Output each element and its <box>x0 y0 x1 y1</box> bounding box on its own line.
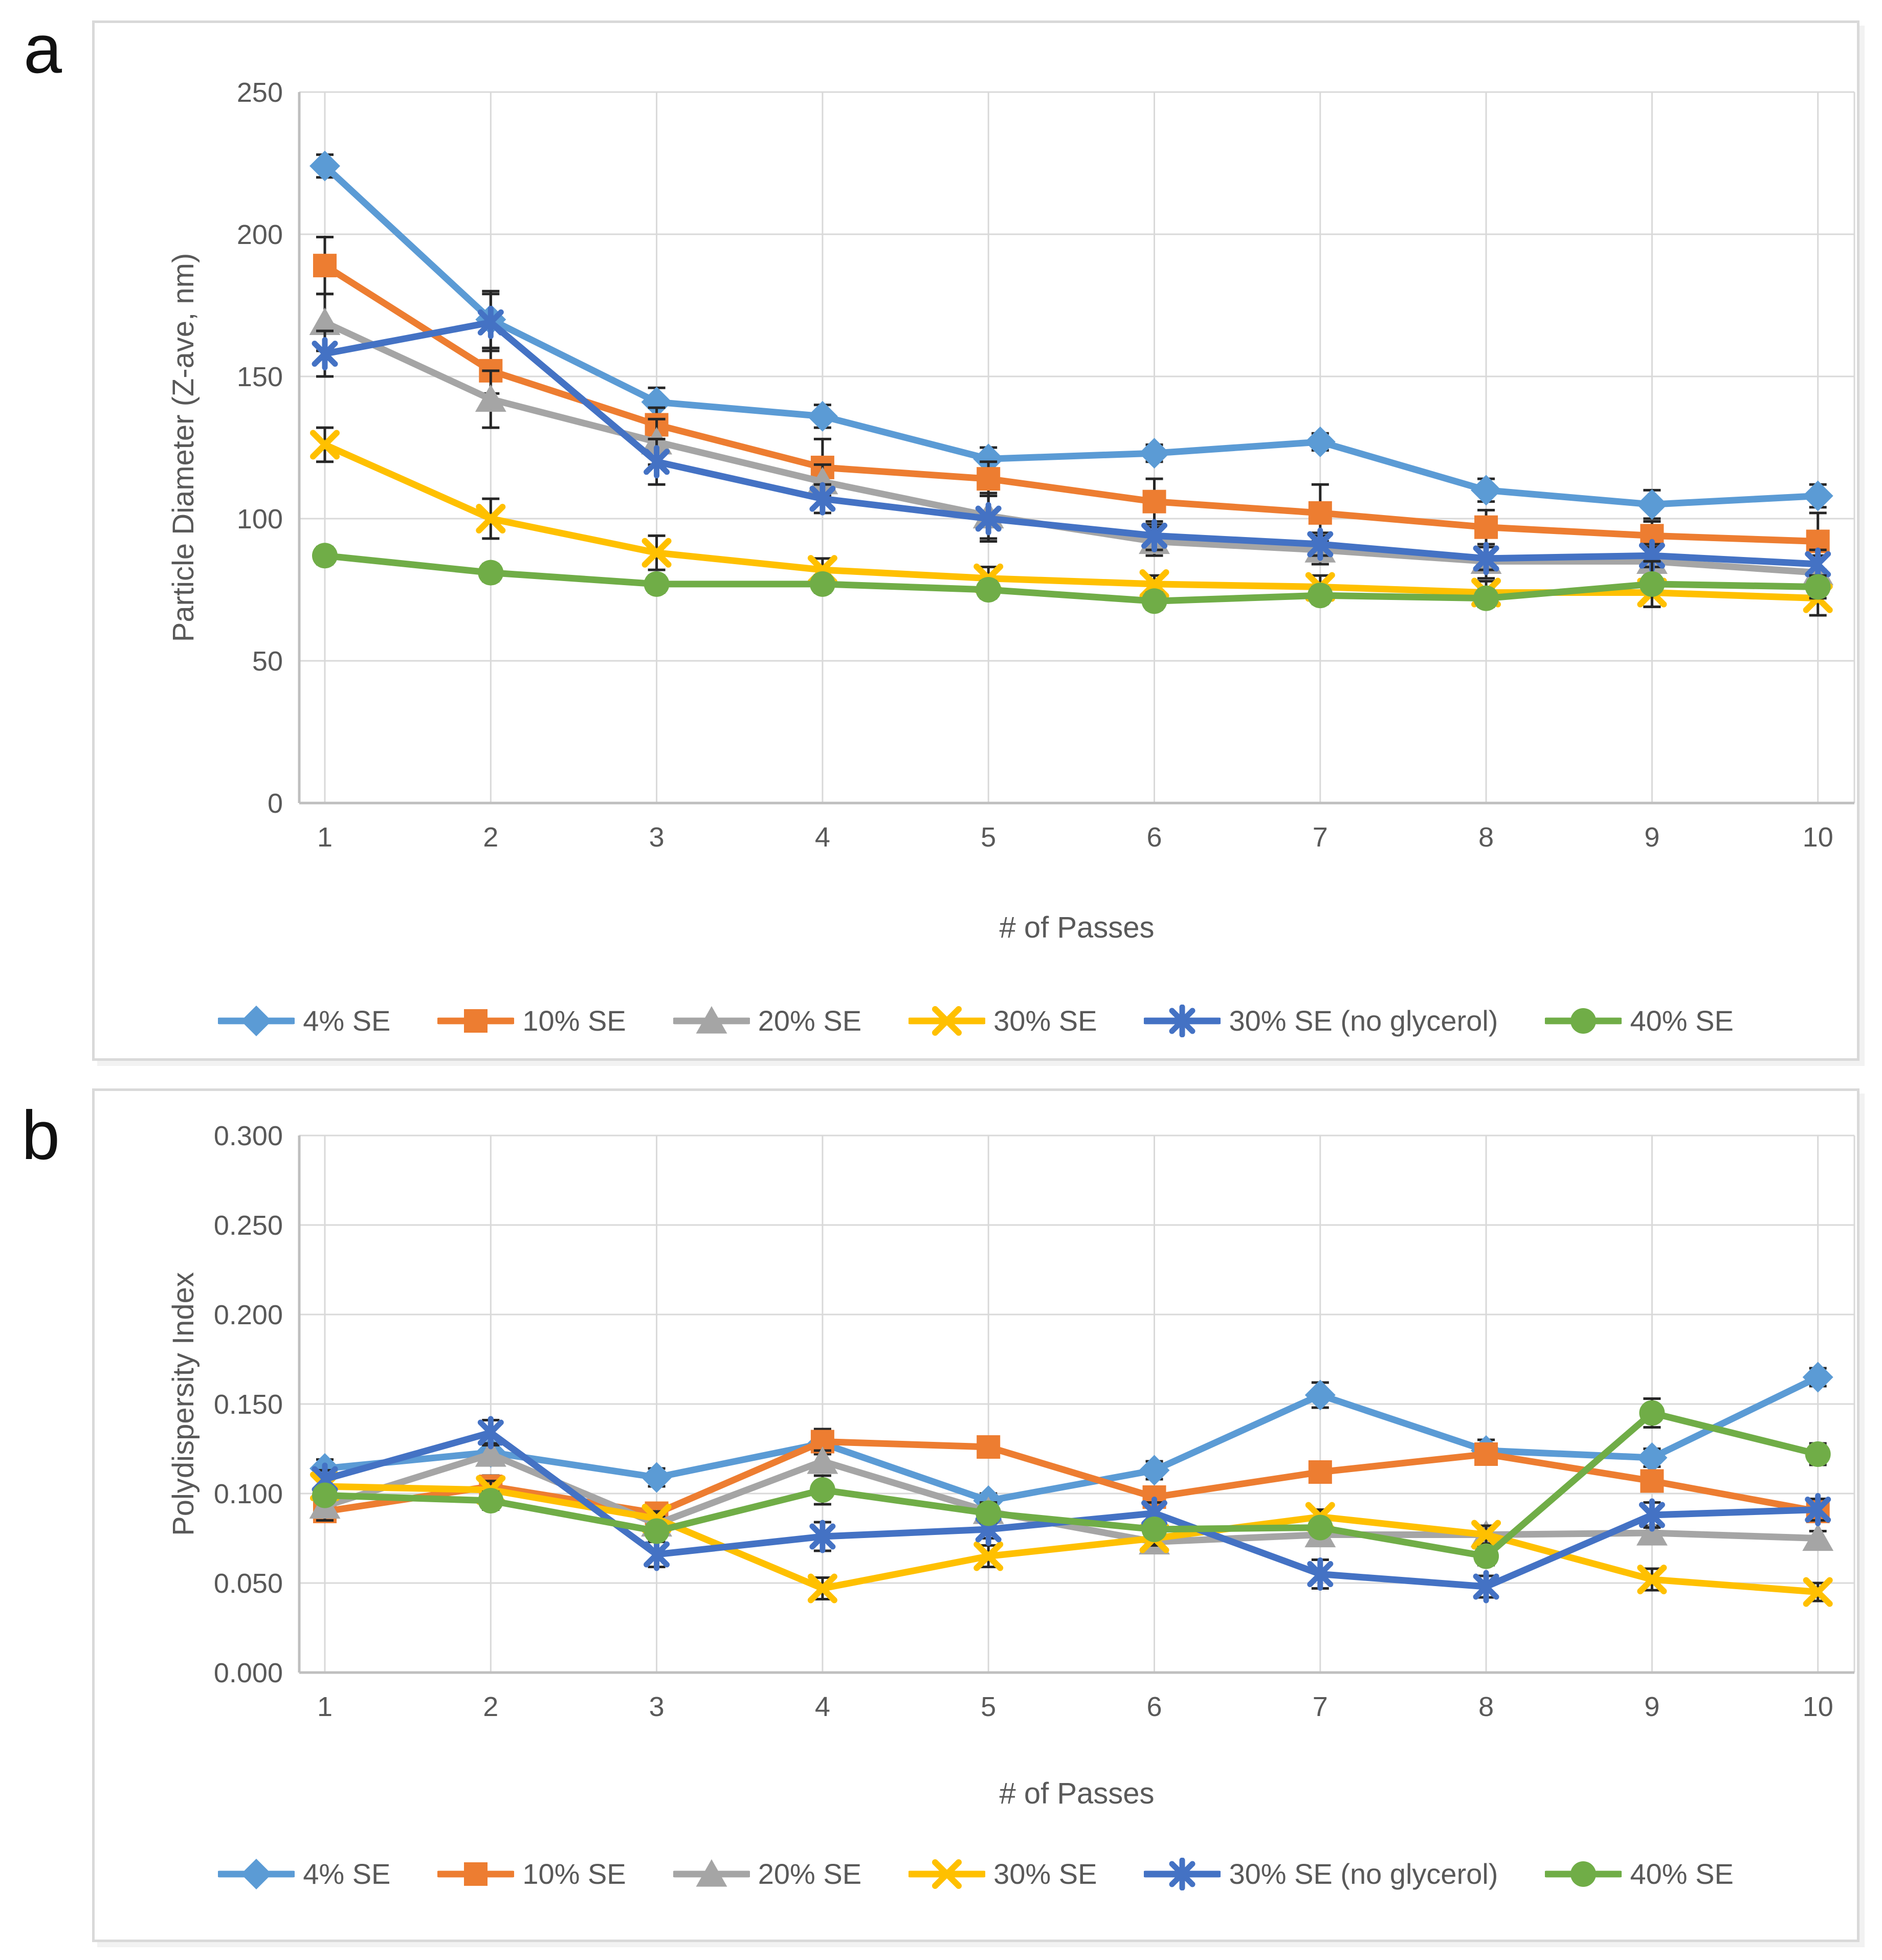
legend-marker-10-se <box>437 1009 515 1033</box>
svg-text:150: 150 <box>237 362 283 392</box>
svg-text:50: 50 <box>252 646 283 677</box>
series-4-se <box>309 150 1833 520</box>
panel-b-label: b <box>21 1097 60 1174</box>
svg-text:7: 7 <box>1313 1691 1328 1722</box>
x-axis-ticks: 1 2 3 4 5 6 7 8 9 10 <box>317 822 1833 853</box>
legend-label-20-se: 20% SE <box>758 1858 862 1890</box>
axes <box>298 1135 1854 1674</box>
legend-item-30-se: 30% SE <box>909 1004 1097 1037</box>
legend-item-20-se: 20% SE <box>673 1004 861 1037</box>
legend-marker-20-se <box>673 1006 750 1034</box>
svg-text:9: 9 <box>1644 822 1659 853</box>
legend-item-20-se: 20% SE <box>673 1857 861 1890</box>
svg-text:0.200: 0.200 <box>214 1300 283 1330</box>
chart-a-plot: 0 50 100 150 200 250 1 2 3 4 5 6 7 8 9 10 <box>237 77 1855 853</box>
legend-item-30-se: 30% SE <box>909 1857 1097 1890</box>
legend-marker-30-se-no-glycerol <box>1144 1004 1221 1037</box>
svg-text:200: 200 <box>237 219 283 250</box>
legend-marker-4-se <box>218 1858 295 1889</box>
y-axis-ticks: 0.000 0.050 0.100 0.150 0.200 0.250 0.300 <box>214 1121 283 1688</box>
legend-marker-20-se <box>673 1859 750 1887</box>
series-40-se <box>312 543 1831 614</box>
gridlines <box>299 91 1855 804</box>
x-axis-ticks: 1 2 3 4 5 6 7 8 9 10 <box>317 1691 1833 1722</box>
svg-text:2: 2 <box>483 822 498 853</box>
legend-label-4-se: 4% SE <box>303 1005 391 1037</box>
legend-marker-30-se <box>909 1006 986 1036</box>
series-30-se-no-glycerol <box>312 293 1831 581</box>
legend-label-30-se-no-glycerol: 30% SE (no glycerol) <box>1229 1005 1498 1037</box>
svg-text:3: 3 <box>649 822 665 853</box>
legend-item-40-se: 40% SE <box>1545 1004 1734 1037</box>
legend-item-10-se: 10% SE <box>437 1857 626 1890</box>
svg-text:0.000: 0.000 <box>214 1658 283 1688</box>
legend-label-30-se: 30% SE <box>993 1005 1097 1037</box>
y-axis-ticks: 0 50 100 150 200 250 <box>237 77 283 819</box>
legend-a: 4% SE 10% SE 20% SE 30% SE 30% SE (no glycer… <box>95 1004 1857 1037</box>
gridlines <box>299 1134 1855 1674</box>
svg-text:0: 0 <box>268 788 283 819</box>
panel-a: 0 50 100 150 200 250 1 2 3 4 5 6 7 8 9 10 Particle Diam… <box>92 20 1859 1061</box>
legend-item-4-se: 4% SE <box>218 1004 390 1037</box>
axes <box>298 92 1854 805</box>
legend-item-30-se-no-glycerol: 30% SE (no glycerol) <box>1144 1857 1498 1890</box>
legend-item-30-se-no-glycerol: 30% SE (no glycerol) <box>1144 1004 1498 1037</box>
svg-text:2: 2 <box>483 1691 498 1722</box>
legend-label-30-se: 30% SE <box>993 1858 1097 1890</box>
series-20-se <box>309 293 1834 591</box>
svg-text:100: 100 <box>237 504 283 534</box>
legend-label-20-se: 20% SE <box>758 1005 862 1037</box>
svg-text:6: 6 <box>1146 822 1162 853</box>
svg-text:4: 4 <box>815 1691 830 1722</box>
svg-text:6: 6 <box>1146 1691 1162 1722</box>
legend-marker-40-se <box>1545 1861 1622 1887</box>
legend-label-10-se: 10% SE <box>522 1005 626 1037</box>
legend-label-30-se-no-glycerol: 30% SE (no glycerol) <box>1229 1858 1498 1890</box>
legend-label-40-se: 40% SE <box>1630 1858 1734 1890</box>
svg-text:0.150: 0.150 <box>214 1389 283 1420</box>
svg-text:0.300: 0.300 <box>214 1121 283 1151</box>
svg-text:3: 3 <box>649 1691 665 1722</box>
svg-text:8: 8 <box>1478 1691 1494 1722</box>
y-axis-title-b: Polydispersity Index <box>167 1272 200 1536</box>
svg-text:5: 5 <box>981 822 996 853</box>
svg-text:1: 1 <box>317 822 333 853</box>
svg-text:0.050: 0.050 <box>214 1568 283 1599</box>
svg-text:0.100: 0.100 <box>214 1479 283 1509</box>
legend-item-40-se: 40% SE <box>1545 1857 1734 1890</box>
series-10-se <box>313 236 1830 571</box>
x-axis-title-a: # of Passes <box>999 911 1155 944</box>
legend-marker-30-se-no-glycerol <box>1144 1857 1221 1890</box>
svg-text:1: 1 <box>317 1691 333 1722</box>
legend-label-40-se: 40% SE <box>1630 1005 1734 1037</box>
chart-b-plot: 0.000 0.050 0.100 0.150 0.200 0.250 0.300 1 2 3 4 5… <box>214 1121 1855 1722</box>
series-40-se <box>312 1397 1831 1569</box>
legend-marker-40-se <box>1545 1008 1622 1034</box>
legend-marker-4-se <box>218 1005 295 1036</box>
svg-text:4: 4 <box>815 822 830 853</box>
svg-text:10: 10 <box>1803 822 1833 853</box>
legend-marker-30-se <box>909 1859 986 1889</box>
y-axis-title-a: Particle Diameter (Z-ave, nm) <box>167 253 200 642</box>
panel-b: 0.000 0.050 0.100 0.150 0.200 0.250 0.300 1 2 3 4 5… <box>92 1088 1859 1942</box>
legend-b: 4% SE 10% SE 20% SE 30% SE 30% SE (no glycer… <box>95 1857 1857 1890</box>
svg-text:250: 250 <box>237 77 283 108</box>
svg-text:7: 7 <box>1313 822 1328 853</box>
svg-text:10: 10 <box>1803 1691 1833 1722</box>
svg-text:9: 9 <box>1644 1691 1659 1722</box>
svg-text:5: 5 <box>981 1691 996 1722</box>
legend-marker-10-se <box>437 1862 515 1886</box>
panel-a-label: a <box>24 10 62 87</box>
legend-label-10-se: 10% SE <box>522 1858 626 1890</box>
legend-label-4-se: 4% SE <box>303 1858 391 1890</box>
legend-item-4-se: 4% SE <box>218 1857 390 1890</box>
x-axis-title-b: # of Passes <box>999 1777 1155 1810</box>
svg-text:8: 8 <box>1478 822 1494 853</box>
svg-text:0.250: 0.250 <box>214 1210 283 1241</box>
legend-item-10-se: 10% SE <box>437 1004 626 1037</box>
